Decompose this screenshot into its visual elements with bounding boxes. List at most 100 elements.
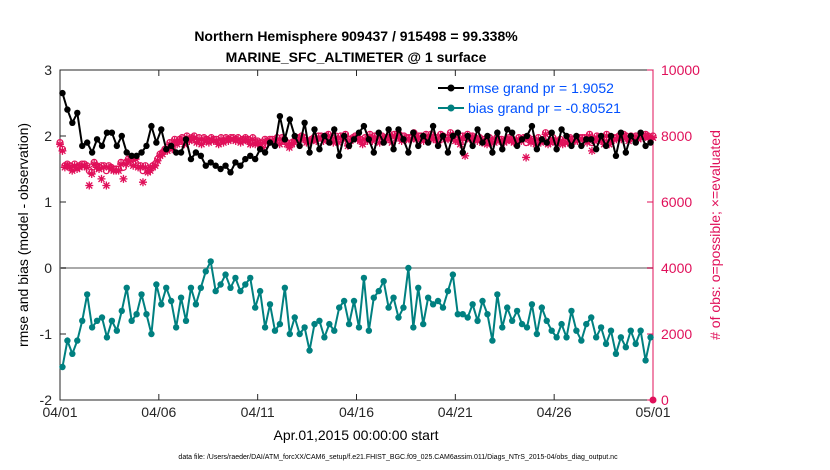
obs-evaluated-point bbox=[197, 140, 206, 149]
bias-point bbox=[163, 284, 170, 291]
rmse-point bbox=[345, 142, 353, 150]
y-axis-label-left: rmse and bias (model - observation) bbox=[15, 123, 31, 347]
bias-point bbox=[573, 327, 580, 334]
rmse-point bbox=[98, 142, 106, 150]
obs-evaluated-point bbox=[102, 181, 111, 190]
rmse-point bbox=[123, 149, 130, 156]
bias-point bbox=[528, 301, 536, 308]
rmse-point bbox=[340, 132, 348, 140]
bias-point bbox=[474, 317, 481, 324]
obs-evaluated-point bbox=[195, 135, 204, 144]
rmse-point bbox=[607, 132, 615, 140]
rmse-point bbox=[163, 146, 170, 153]
rmse-point bbox=[133, 152, 140, 159]
bias-point bbox=[390, 294, 397, 301]
rmse-point bbox=[271, 142, 279, 150]
rmse-point bbox=[548, 129, 555, 136]
bias-point bbox=[291, 314, 298, 321]
obs-evaluated-point bbox=[434, 138, 443, 147]
bias-point bbox=[321, 334, 328, 341]
bias-point bbox=[578, 337, 585, 344]
rmse-point bbox=[192, 149, 200, 156]
obs-evaluated-point bbox=[114, 166, 123, 175]
bias-point bbox=[261, 324, 269, 331]
bias-point bbox=[479, 297, 486, 305]
rmse-series bbox=[59, 89, 654, 176]
bias-point bbox=[499, 324, 506, 331]
bias-point bbox=[489, 337, 496, 344]
bias-point bbox=[513, 307, 521, 315]
bias-point bbox=[83, 291, 91, 298]
obs-evaluated-point bbox=[190, 133, 199, 142]
bias-point bbox=[133, 311, 140, 318]
bias-point bbox=[355, 324, 363, 331]
rmse-point bbox=[266, 139, 274, 146]
rmse-point bbox=[380, 139, 387, 146]
rmse-point bbox=[597, 132, 605, 140]
legend-marker-rmse bbox=[447, 84, 455, 92]
rmse-point bbox=[336, 152, 343, 159]
bias-point bbox=[588, 314, 595, 321]
rmse-point bbox=[93, 136, 101, 143]
obs-evaluated-point bbox=[329, 138, 338, 147]
rmse-point bbox=[612, 152, 620, 159]
rmse-point bbox=[469, 142, 476, 150]
bias-point bbox=[632, 340, 639, 348]
bias-point bbox=[69, 350, 76, 357]
rmse-point bbox=[637, 129, 644, 136]
rmse-point bbox=[256, 146, 264, 153]
bias-point bbox=[301, 324, 308, 331]
legend: rmse grand pr = 1.9052 bias grand pr = -… bbox=[438, 80, 621, 116]
rmse-point bbox=[306, 149, 313, 156]
bias-point bbox=[336, 304, 343, 311]
bias-point bbox=[103, 334, 111, 341]
bias-point bbox=[172, 324, 180, 331]
legend-label-bias: bias grand pr = -0.80521 bbox=[468, 100, 621, 116]
rmse-point bbox=[148, 122, 155, 130]
bias-point bbox=[266, 301, 274, 308]
y-axis-label-right: # of obs: o=possible; ×=evaluated bbox=[707, 130, 723, 340]
bias-point bbox=[568, 307, 575, 315]
bias-point bbox=[148, 330, 155, 338]
plot-area: 04/01 04/06 04/11 04/16 04/21 04/26 05/01 -2 -1 0… bbox=[40, 62, 701, 420]
bias-point bbox=[242, 281, 249, 288]
rmse-point bbox=[415, 142, 422, 150]
x-tick-label: 04/21 bbox=[438, 404, 473, 420]
rmse-point bbox=[177, 149, 185, 156]
obs-evaluated-point bbox=[214, 140, 223, 149]
bias-point bbox=[602, 340, 610, 348]
bias-point bbox=[98, 314, 106, 321]
x-tick-label: 04/06 bbox=[141, 404, 176, 420]
rmse-point bbox=[523, 132, 531, 140]
bias-point bbox=[563, 334, 570, 341]
bias-point bbox=[108, 317, 116, 324]
bias-point bbox=[202, 268, 209, 275]
obs-evaluated-point bbox=[95, 165, 104, 173]
bias-point bbox=[558, 320, 565, 328]
bias-point bbox=[158, 301, 165, 308]
rmse-point bbox=[331, 126, 338, 133]
bias-point bbox=[197, 284, 205, 291]
rmse-point bbox=[316, 146, 323, 153]
obs-evaluated-point bbox=[458, 133, 467, 142]
rmse-point bbox=[79, 142, 86, 150]
rmse-point bbox=[128, 152, 135, 159]
bias-point bbox=[449, 271, 457, 278]
rmse-point bbox=[583, 136, 590, 143]
rmse-point bbox=[504, 126, 511, 133]
bias-point bbox=[434, 297, 442, 305]
rmse-point bbox=[370, 149, 377, 156]
rmse-point bbox=[108, 129, 116, 136]
rmse-point bbox=[543, 139, 550, 146]
legend-label-rmse: rmse grand pr = 1.9052 bbox=[468, 80, 614, 96]
rmse-point bbox=[167, 142, 175, 150]
rmse-point bbox=[400, 136, 407, 143]
rmse-point bbox=[420, 132, 427, 140]
bias-point bbox=[143, 311, 150, 318]
x-tick-label: 05/01 bbox=[635, 404, 670, 420]
rmse-point bbox=[301, 119, 308, 127]
rmse-point bbox=[237, 162, 244, 169]
rmse-point bbox=[429, 122, 437, 130]
x-tick-label: 04/16 bbox=[339, 404, 374, 420]
